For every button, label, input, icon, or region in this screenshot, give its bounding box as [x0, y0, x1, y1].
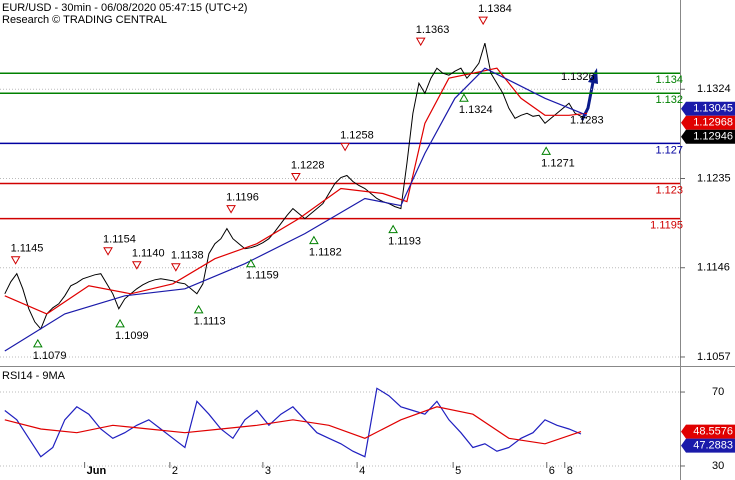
annotation-label: 1.1140 [132, 248, 165, 260]
x-tick-label: 2 [172, 465, 178, 477]
x-tick-label: 6 [549, 465, 555, 477]
annotation-label: 1.1324 [459, 104, 493, 116]
price-box [681, 438, 735, 453]
series-line [4, 42, 588, 330]
price-box-label: 1.12968 [693, 117, 733, 129]
price-box-label: 1.12946 [693, 131, 733, 143]
up-marker [541, 146, 552, 155]
series-line [4, 67, 588, 315]
price-box-label: 1.13045 [693, 103, 733, 115]
down-marker [103, 247, 113, 256]
annotation-label: 1.1145 [11, 243, 44, 255]
annotation-label: 1.1159 [246, 270, 279, 282]
y-tick-label: 1.1146 [697, 262, 730, 274]
annotation-label: 1.1193 [388, 236, 421, 248]
down-marker [291, 173, 301, 182]
annotation-label: 1.1182 [309, 247, 342, 259]
annotation-label: 1.1384 [478, 3, 512, 15]
price-box [681, 129, 735, 144]
up-marker [32, 338, 43, 348]
up-marker [246, 258, 256, 268]
chart-subtitle: Research © TRADING CENTRAL [2, 14, 167, 26]
chart-title: EUR/USD - 30min - 06/08/2020 05:47:15 (U… [2, 2, 247, 14]
level-label: 1.1195 [650, 220, 683, 232]
chart-title: RSI14 - 9MA [2, 370, 66, 382]
down-marker [226, 205, 236, 214]
series-line [4, 387, 582, 458]
y-tick-label: 1.1057 [697, 351, 731, 363]
x-tick-label: Jun [87, 465, 107, 477]
up-marker [459, 93, 469, 102]
price-box-label: 47.2883 [693, 440, 733, 452]
up-marker [388, 224, 398, 234]
level-label: 1.127 [655, 144, 683, 156]
x-tick-label: 3 [265, 465, 271, 477]
y-tick-label: 30 [712, 460, 724, 472]
down-marker [170, 263, 181, 272]
level-label: 1.132 [655, 94, 683, 106]
arrow-shaft [580, 81, 595, 121]
down-marker [415, 37, 426, 47]
series-line [4, 406, 582, 445]
x-tick-label: 8 [567, 465, 573, 477]
y-tick-label: 1.1324 [697, 83, 731, 95]
annotation-label: 1.1079 [33, 350, 67, 362]
down-marker [10, 256, 21, 265]
x-tick-label: 4 [359, 465, 365, 477]
annotation-label: 1.1196 [226, 192, 259, 204]
level-label: 1.123 [655, 184, 683, 196]
annotation-label: 1.1271 [541, 157, 575, 169]
down-marker [131, 261, 142, 270]
price-box [681, 424, 735, 439]
price-box [681, 115, 735, 130]
up-marker [193, 304, 204, 314]
level-label: 1.134 [655, 74, 683, 86]
annotation-label: 1.1326 [561, 71, 595, 83]
down-marker [340, 142, 350, 152]
annotation-label: 1.1154 [103, 234, 136, 246]
series-line [4, 67, 588, 352]
x-tick-label: 5 [455, 465, 461, 477]
up-marker [115, 318, 125, 328]
y-tick-label: 1.1235 [697, 172, 731, 184]
annotation-label: 1.1363 [416, 24, 450, 36]
price-box [681, 101, 735, 116]
up-marker [309, 235, 319, 245]
arrow-head [588, 68, 598, 84]
annotation-label: 1.1228 [291, 159, 325, 171]
down-marker [478, 16, 489, 26]
price-box-label: 48.5576 [693, 426, 733, 438]
annotation-label: 1.1113 [194, 316, 226, 328]
annotation-label: 1.1138 [171, 250, 204, 262]
y-tick-label: 70 [712, 386, 724, 398]
annotation-label: 1.1258 [340, 129, 374, 141]
forecast-arrow [580, 68, 598, 121]
annotation-label: 1.1099 [115, 330, 149, 342]
annotation-label: 1.1283 [570, 114, 604, 126]
